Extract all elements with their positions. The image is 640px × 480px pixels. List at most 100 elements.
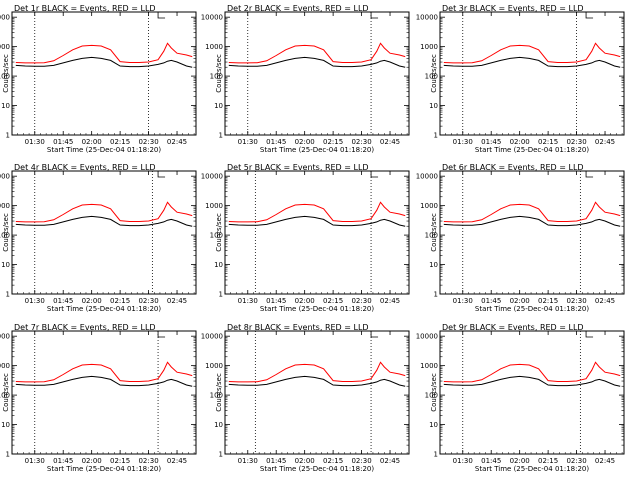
x-tick-label: 02:00: [510, 297, 530, 305]
x-tick-label: 02:45: [595, 297, 615, 305]
y-tick-label: 1: [434, 291, 438, 299]
y-tick-label: 1: [219, 451, 223, 459]
panel-title: Det 5r BLACK = Events, RED = LLD: [227, 163, 369, 172]
y-tick-label: 100: [425, 232, 438, 240]
y-axis-label: Counts/sec: [215, 213, 223, 252]
y-tick-label: 10000: [0, 333, 10, 341]
y-tick-label: 10: [214, 102, 223, 110]
panel-title: Det 1r BLACK = Events, RED = LLD: [14, 4, 156, 13]
y-tick-label: 100: [0, 73, 10, 81]
saa-marker: [370, 171, 379, 178]
plot-frame: [439, 170, 625, 295]
y-tick-label: 1: [219, 291, 223, 299]
x-axis-label: Start Time (25-Dec-04 01:18:20): [47, 465, 161, 473]
series-events-line: [443, 215, 621, 227]
x-tick-label: 01:45: [481, 138, 501, 146]
x-tick-label: 02:00: [295, 457, 315, 465]
series-lld-line: [443, 42, 621, 64]
y-tick-label: 1000: [0, 202, 10, 210]
x-tick-label: 02:45: [595, 457, 615, 465]
x-tick-label: 01:45: [53, 457, 73, 465]
x-tick-label: 02:30: [566, 138, 586, 146]
series-events-line: [15, 375, 193, 387]
x-tick-label: 02:15: [538, 297, 558, 305]
plot-frame: [224, 170, 410, 295]
x-tick-label: 02:30: [351, 297, 371, 305]
x-tick-label: 02:45: [380, 457, 400, 465]
x-tick-label: 02:15: [538, 457, 558, 465]
y-tick-label: 10000: [416, 14, 438, 22]
y-axis-label: Counts/sec: [2, 213, 10, 252]
y-tick-label: 10: [1, 102, 10, 110]
series-lld-line: [15, 361, 193, 383]
y-axis-label: Counts/sec: [430, 54, 438, 93]
y-tick-label: 1000: [420, 202, 438, 210]
x-tick-label: 01:30: [238, 138, 258, 146]
y-tick-label: 10000: [201, 333, 223, 341]
x-tick-label: 01:30: [25, 138, 45, 146]
x-tick-label: 01:30: [25, 297, 45, 305]
y-tick-label: 10000: [0, 173, 10, 181]
x-tick-label: 02:15: [110, 297, 130, 305]
x-tick-label: 02:45: [167, 138, 187, 146]
saa-marker: [370, 331, 379, 338]
x-tick-label: 01:45: [266, 297, 286, 305]
series-lld-line: [228, 201, 406, 223]
series-lld-line: [15, 42, 193, 64]
panel-title: Det 8r BLACK = Events, RED = LLD: [227, 323, 369, 332]
x-tick-label: 02:15: [538, 138, 558, 146]
plot-frame: [224, 330, 410, 455]
series-lld-line: [15, 201, 193, 223]
x-tick-label: 01:30: [453, 297, 473, 305]
y-tick-label: 1: [434, 451, 438, 459]
x-tick-label: 02:00: [82, 457, 102, 465]
saa-marker: [370, 12, 379, 19]
x-axis-label: Start Time (25-Dec-04 01:18:20): [47, 146, 161, 154]
x-tick-label: 02:45: [167, 457, 187, 465]
saa-marker: [157, 12, 166, 19]
saa-marker: [157, 331, 166, 338]
x-tick-label: 01:30: [453, 457, 473, 465]
y-tick-label: 1: [219, 132, 223, 140]
x-axis-label: Start Time (25-Dec-04 01:18:20): [475, 305, 589, 313]
x-tick-label: 02:45: [595, 138, 615, 146]
x-tick-label: 02:30: [351, 138, 371, 146]
x-tick-label: 01:30: [25, 457, 45, 465]
series-lld-line: [228, 361, 406, 383]
x-tick-label: 02:45: [167, 297, 187, 305]
x-tick-label: 01:45: [266, 138, 286, 146]
panel-title: Det 6r BLACK = Events, RED = LLD: [442, 163, 584, 172]
y-tick-label: 10000: [0, 14, 10, 22]
x-tick-label: 01:45: [53, 138, 73, 146]
x-axis-label: Start Time (25-Dec-04 01:18:20): [260, 146, 374, 154]
panel-det-2: Det 2r BLACK = Events, RED = LLD 1 10 100 10…: [201, 4, 410, 154]
series-lld-line: [443, 201, 621, 223]
x-tick-label: 02:30: [138, 138, 158, 146]
x-tick-label: 02:15: [110, 138, 130, 146]
y-tick-label: 1000: [0, 43, 10, 51]
y-tick-label: 100: [210, 232, 223, 240]
y-axis-label: Counts/sec: [215, 373, 223, 412]
panel-title: Det 2r BLACK = Events, RED = LLD: [227, 4, 369, 13]
panel-det-4: Det 4r BLACK = Events, RED = LLD 1 10 100 10…: [0, 163, 197, 313]
x-tick-label: 01:30: [453, 138, 473, 146]
panel-title: Det 4r BLACK = Events, RED = LLD: [14, 163, 156, 172]
y-axis-label: Counts/sec: [430, 373, 438, 412]
y-tick-label: 1000: [420, 362, 438, 370]
panel-det-8: Det 8r BLACK = Events, RED = LLD 1 10 100 10…: [201, 323, 410, 473]
x-tick-label: 02:30: [138, 297, 158, 305]
y-tick-label: 10: [214, 261, 223, 269]
plot-frame: [11, 170, 197, 295]
series-events-line: [228, 375, 406, 387]
x-tick-label: 02:15: [323, 138, 343, 146]
x-tick-label: 02:00: [82, 138, 102, 146]
y-tick-label: 1000: [205, 43, 223, 51]
y-tick-label: 10: [429, 261, 438, 269]
y-tick-label: 100: [0, 392, 10, 400]
series-lld-line: [443, 361, 621, 383]
y-tick-label: 1000: [0, 362, 10, 370]
panel-title: Det 9r BLACK = Events, RED = LLD: [442, 323, 584, 332]
x-tick-label: 02:30: [566, 457, 586, 465]
saa-marker: [585, 171, 594, 178]
